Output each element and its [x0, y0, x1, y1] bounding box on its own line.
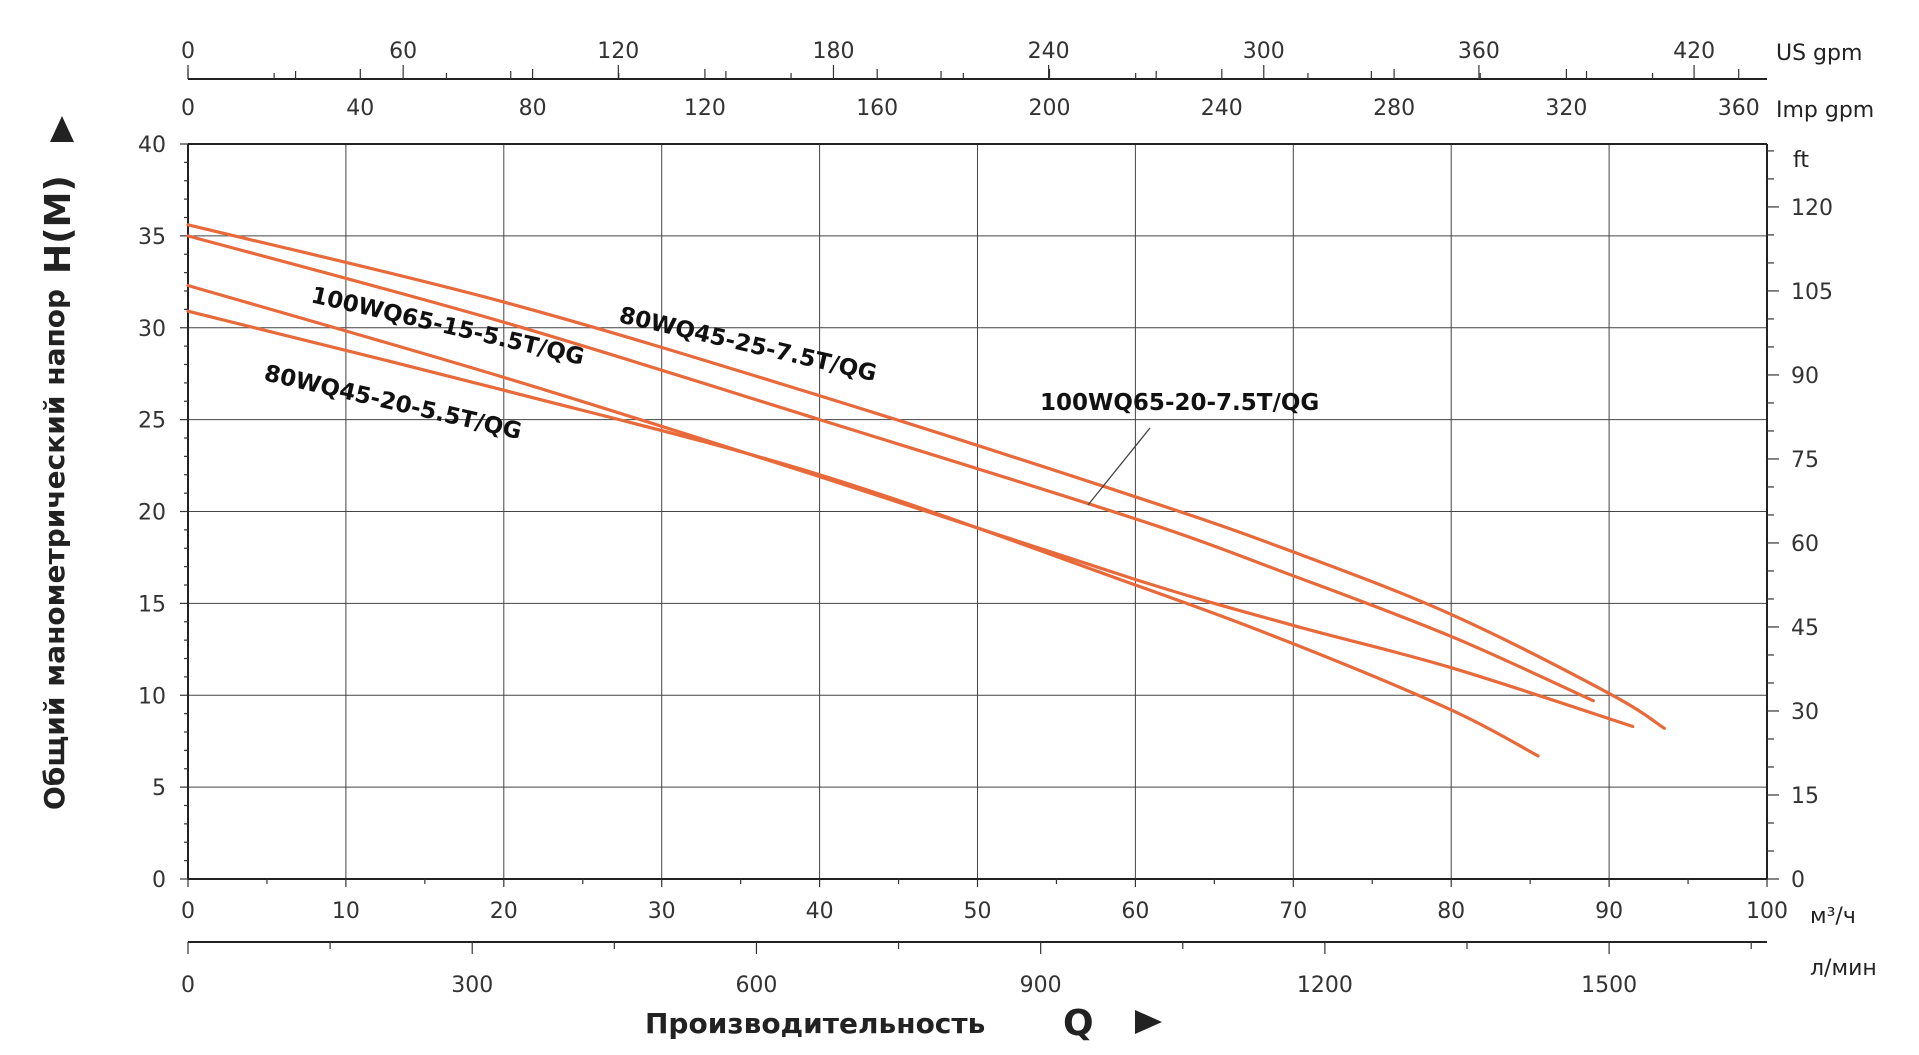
- imp-gpm-tick-label: 40: [346, 96, 374, 121]
- us-gpm-tick-label: 300: [1243, 39, 1285, 64]
- series-label-leader-line: [1087, 427, 1151, 506]
- series-label: 100WQ65-20-7.5T/QG: [1040, 390, 1319, 416]
- y-tick-label: 30: [138, 317, 166, 342]
- ft-unit-label: ft: [1793, 148, 1809, 173]
- ft-tick-label: 0: [1791, 868, 1805, 893]
- y-axis-arrow-icon: [50, 116, 74, 142]
- us-gpm-tick-label: 120: [597, 39, 639, 64]
- curve-labels: 100WQ65-20-7.5T/QG80WQ45-25-7.5T/QG100WQ…: [262, 283, 1319, 506]
- imp-gpm-tick-label: 160: [856, 96, 898, 121]
- ft-tick-label: 105: [1791, 280, 1833, 305]
- us-gpm-tick-label: 360: [1458, 39, 1500, 64]
- x-tick-label: 70: [1279, 899, 1307, 924]
- imp-gpm-tick-label: 320: [1545, 96, 1587, 121]
- y-tick-label: 5: [152, 776, 166, 801]
- lpm-tick-label: 900: [1020, 973, 1062, 998]
- imp-gpm-tick-label: 240: [1201, 96, 1243, 121]
- imp-gpm-tick-label: 360: [1718, 96, 1760, 121]
- ft-tick-label: 15: [1791, 784, 1819, 809]
- lpm-tick-label: 300: [451, 973, 493, 998]
- x-tick-label: 20: [490, 899, 518, 924]
- x-tick-label: 60: [1121, 899, 1149, 924]
- performance-curves: [186, 223, 1666, 758]
- grid: [187, 143, 1768, 880]
- ft-tick-label: 75: [1791, 448, 1819, 473]
- curve-80wq45-20-5-5t: [186, 309, 1540, 758]
- y-tick-label: 0: [152, 868, 166, 893]
- y-tick-label: 10: [138, 684, 166, 709]
- curve-100wq65-20-7-5t: [186, 223, 1666, 730]
- imp-gpm-tick-label: 0: [181, 96, 195, 121]
- x-axis-title: Производительность: [645, 1007, 985, 1040]
- us-gpm-unit-label: US gpm: [1776, 41, 1862, 66]
- imp-gpm-tick-label: 80: [519, 96, 547, 121]
- y-tick-label: 15: [138, 592, 166, 617]
- x-tick-label: 30: [648, 899, 676, 924]
- lpm-tick-label: 0: [181, 973, 195, 998]
- series-label: 100WQ65-15-5.5T/QG: [309, 283, 587, 371]
- ft-tick-label: 60: [1791, 532, 1819, 557]
- imp-gpm-tick-label: 280: [1373, 96, 1415, 121]
- us-gpm-tick-label: 420: [1673, 39, 1715, 64]
- lpm-unit-label: л/мин: [1810, 956, 1877, 981]
- x-tick-label: 0: [181, 899, 195, 924]
- ft-tick-label: 120: [1791, 196, 1833, 221]
- x-axis-arrow-icon: [1135, 1010, 1162, 1034]
- ft-tick-label: 45: [1791, 616, 1819, 641]
- x-tick-label: 50: [964, 899, 992, 924]
- lpm-tick-label: 1200: [1297, 973, 1353, 998]
- lpm-tick-label: 1500: [1581, 973, 1637, 998]
- x-tick-label: 40: [806, 899, 834, 924]
- us-gpm-tick-label: 0: [181, 39, 195, 64]
- y-axis-title: Общий манометрический напор: [38, 289, 71, 810]
- y-tick-label: 20: [138, 501, 166, 526]
- imp-gpm-unit-label: Imp gpm: [1776, 98, 1874, 123]
- imp-gpm-tick-label: 120: [684, 96, 726, 121]
- y-axis-symbol: H(M): [38, 175, 79, 274]
- us-gpm-tick-label: 180: [812, 39, 854, 64]
- y-tick-label: 40: [138, 133, 166, 158]
- y-tick-label: 35: [138, 225, 166, 250]
- us-gpm-tick-label: 60: [389, 39, 417, 64]
- x-unit-label: м³/ч: [1810, 904, 1856, 929]
- x-axis-symbol: Q: [1063, 1003, 1094, 1044]
- x-tick-label: 10: [332, 899, 360, 924]
- imp-gpm-tick-label: 200: [1029, 96, 1071, 121]
- x-tick-label: 100: [1746, 899, 1788, 924]
- us-gpm-tick-label: 240: [1028, 39, 1070, 64]
- ft-tick-label: 30: [1791, 700, 1819, 725]
- y-tick-label: 25: [138, 409, 166, 434]
- x-tick-label: 90: [1595, 899, 1623, 924]
- ft-tick-label: 90: [1791, 364, 1819, 389]
- x-tick-label: 80: [1437, 899, 1465, 924]
- lpm-tick-label: 600: [735, 973, 777, 998]
- curve-80wq45-25-7-5t: [186, 234, 1595, 703]
